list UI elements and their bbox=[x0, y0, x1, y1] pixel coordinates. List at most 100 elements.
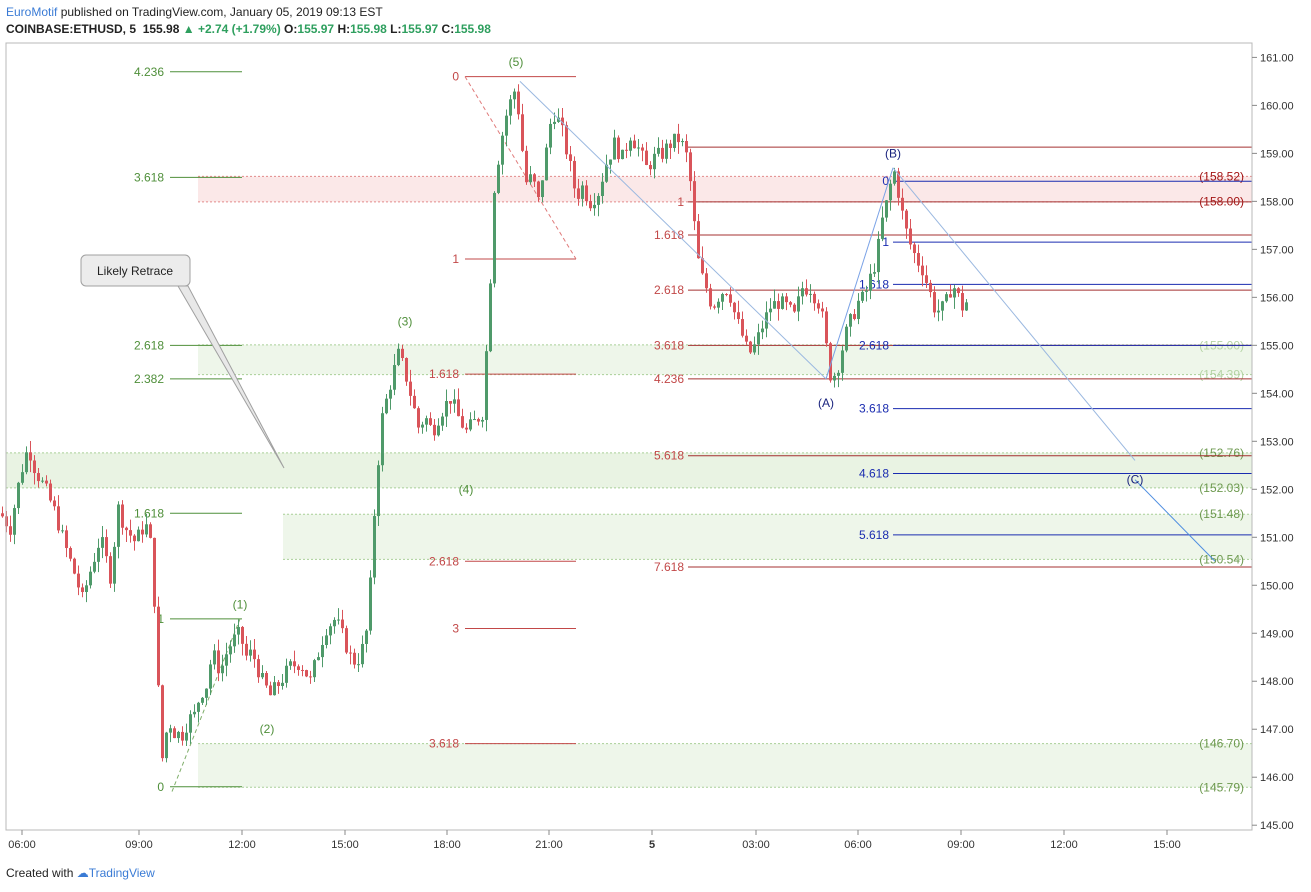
candle bbox=[405, 357, 408, 386]
x-tick-label: 12:00 bbox=[228, 839, 256, 851]
candle bbox=[549, 118, 552, 155]
candle bbox=[913, 242, 916, 264]
candle bbox=[397, 343, 400, 367]
candle bbox=[853, 309, 856, 321]
fib-maroon-label: 5.618 bbox=[654, 449, 684, 463]
candle bbox=[873, 263, 876, 278]
candle bbox=[477, 417, 480, 426]
candle bbox=[681, 138, 684, 147]
candle bbox=[597, 193, 600, 217]
fib-green-label: 2.382 bbox=[134, 372, 164, 386]
candle bbox=[381, 406, 384, 472]
candle bbox=[893, 167, 896, 186]
candle bbox=[101, 525, 104, 559]
candle bbox=[581, 181, 584, 207]
footer-brand[interactable]: TradingView bbox=[88, 866, 155, 880]
candle bbox=[813, 291, 816, 311]
author-link[interactable]: EuroMotif bbox=[6, 5, 58, 19]
open-label: O: bbox=[284, 22, 298, 36]
candle bbox=[293, 650, 296, 674]
candle bbox=[621, 149, 624, 160]
candle bbox=[385, 394, 388, 415]
zone-label: (158.52) bbox=[1199, 169, 1244, 183]
candle bbox=[73, 557, 76, 575]
candle bbox=[133, 534, 136, 551]
candle bbox=[313, 658, 316, 683]
candle bbox=[641, 143, 644, 162]
open-value: 155.97 bbox=[297, 22, 335, 36]
candle bbox=[13, 504, 16, 545]
candle bbox=[37, 468, 40, 488]
candle bbox=[773, 289, 776, 309]
candle bbox=[269, 681, 272, 696]
y-tick-label: 153.00 bbox=[1260, 436, 1294, 448]
fib-blue-label: 2.618 bbox=[859, 338, 889, 352]
candle bbox=[673, 133, 676, 152]
candle bbox=[937, 299, 940, 322]
candle bbox=[33, 455, 36, 485]
candle bbox=[769, 298, 772, 322]
axes-layer: 161.00160.00159.00158.00157.00156.00155.… bbox=[5, 42, 1294, 851]
candle bbox=[833, 372, 836, 388]
candle bbox=[285, 658, 288, 688]
candle bbox=[761, 320, 764, 340]
zone-3 bbox=[283, 514, 1252, 560]
wave-c-line bbox=[892, 167, 1136, 461]
candle bbox=[657, 137, 660, 157]
candle bbox=[829, 341, 832, 383]
x-tick-label: 06:00 bbox=[8, 839, 36, 851]
candle bbox=[45, 475, 48, 487]
callout-text: Likely Retrace bbox=[97, 264, 173, 278]
wave-label: (3) bbox=[398, 314, 413, 328]
fib-maroon-label: 7.618 bbox=[654, 560, 684, 574]
fib-green-label: 1 bbox=[157, 612, 164, 626]
candle bbox=[25, 446, 28, 475]
candle bbox=[953, 284, 956, 309]
candle bbox=[925, 265, 928, 289]
fib-red-label: 1.618 bbox=[429, 367, 459, 381]
y-tick-label: 146.00 bbox=[1260, 772, 1294, 784]
wave-label: (4) bbox=[459, 482, 474, 496]
candle bbox=[149, 522, 152, 539]
candle bbox=[441, 412, 444, 431]
y-tick-label: 157.00 bbox=[1260, 244, 1294, 256]
fib-red-connector bbox=[464, 76, 577, 260]
candle bbox=[669, 139, 672, 160]
candle bbox=[169, 724, 172, 743]
symbol-name[interactable]: COINBASE:ETHUSD, 5 bbox=[6, 22, 137, 36]
candle bbox=[721, 292, 724, 310]
candle bbox=[53, 496, 56, 511]
high-value: 155.98 bbox=[350, 22, 387, 36]
candle bbox=[717, 298, 720, 314]
candle bbox=[517, 84, 520, 120]
x-tick-label: 12:00 bbox=[1050, 839, 1078, 851]
candle bbox=[85, 580, 88, 603]
wave-label: (5) bbox=[509, 55, 524, 69]
candle bbox=[153, 537, 156, 614]
x-tick-label: 09:00 bbox=[125, 839, 153, 851]
publish-text: published on TradingView.com, January 05… bbox=[57, 5, 383, 19]
candle bbox=[789, 300, 792, 308]
candle bbox=[465, 423, 468, 434]
candle bbox=[753, 336, 756, 355]
candle bbox=[41, 477, 44, 484]
x-tick-label: 21:00 bbox=[535, 839, 563, 851]
candle bbox=[861, 289, 864, 304]
publish-info: EuroMotif published on TradingView.com, … bbox=[6, 5, 383, 19]
candle bbox=[577, 178, 580, 206]
x-tick-label: 5 bbox=[649, 839, 655, 851]
plot-frame bbox=[5, 42, 1253, 831]
tradingview-logo-icon: ☁ bbox=[76, 866, 89, 880]
candle bbox=[837, 370, 840, 388]
symbol-info: COINBASE:ETHUSD, 5 155.98 ▲ +2.74 (+1.79… bbox=[6, 22, 491, 36]
candle bbox=[205, 688, 208, 706]
candle bbox=[157, 596, 160, 688]
candle bbox=[365, 629, 368, 653]
candle bbox=[745, 329, 748, 345]
fib-green-label: 2.618 bbox=[134, 338, 164, 352]
candle bbox=[65, 525, 68, 558]
zone-label: (146.70) bbox=[1199, 737, 1244, 751]
candle bbox=[533, 173, 536, 187]
candle bbox=[497, 160, 500, 195]
